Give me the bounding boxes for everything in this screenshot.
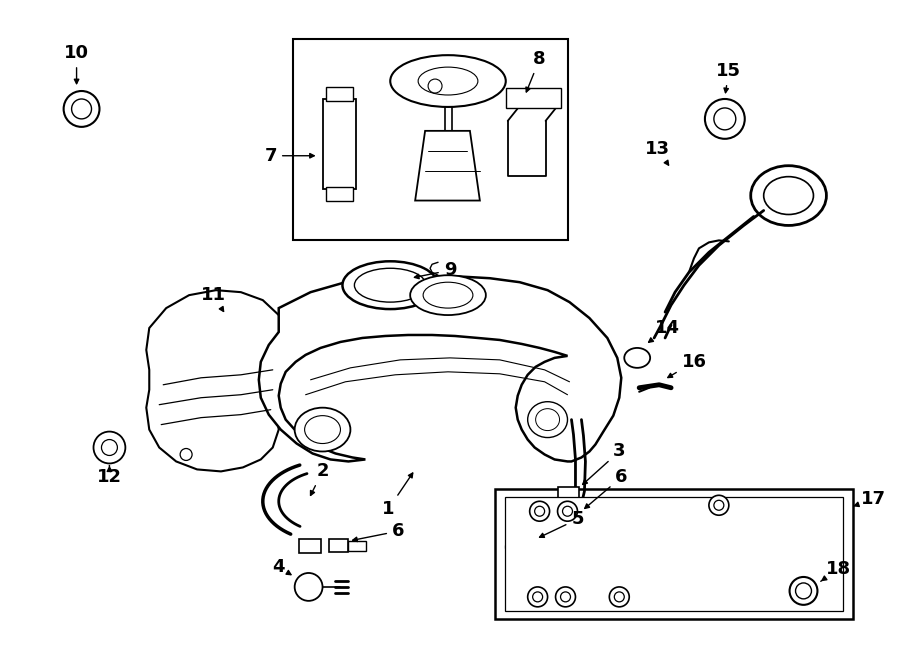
Bar [299,539,320,553]
Bar [557,487,580,501]
Bar [575,511,593,521]
Ellipse shape [72,99,92,119]
Text: 3: 3 [582,442,626,485]
Ellipse shape [609,587,629,607]
Ellipse shape [343,261,438,309]
Text: 16: 16 [668,353,706,377]
Bar [348,541,366,551]
Ellipse shape [527,587,547,607]
Polygon shape [259,276,621,461]
Text: 10: 10 [64,44,89,84]
Ellipse shape [751,166,826,225]
Text: 6: 6 [585,469,627,508]
Ellipse shape [555,587,575,607]
Bar [292,39,568,241]
Text: 7: 7 [265,147,314,165]
Bar [505,497,843,611]
Bar [557,509,578,522]
Text: 2: 2 [310,463,328,495]
Ellipse shape [94,432,125,463]
Bar [495,489,853,619]
Bar [328,539,348,552]
Text: 6: 6 [353,522,404,541]
Text: 9: 9 [414,261,456,279]
Ellipse shape [304,416,340,444]
Ellipse shape [506,533,534,561]
Text: 1: 1 [382,473,413,518]
Ellipse shape [180,449,192,461]
Ellipse shape [714,500,724,510]
Ellipse shape [294,573,322,601]
Ellipse shape [418,67,478,95]
Ellipse shape [536,408,560,430]
Ellipse shape [428,79,442,93]
Text: 4: 4 [273,558,291,576]
Ellipse shape [562,506,572,516]
Polygon shape [147,290,285,471]
Text: 13: 13 [644,139,670,165]
Ellipse shape [557,501,578,521]
Ellipse shape [535,506,544,516]
Ellipse shape [709,495,729,515]
Polygon shape [415,131,480,200]
Ellipse shape [391,55,506,107]
Bar [326,87,354,101]
Text: 11: 11 [201,286,226,311]
Text: 5: 5 [540,510,584,537]
Ellipse shape [527,402,568,438]
Ellipse shape [615,592,625,602]
Ellipse shape [355,268,426,302]
Ellipse shape [764,176,814,214]
Ellipse shape [530,501,550,521]
Ellipse shape [423,282,473,308]
Ellipse shape [533,592,543,602]
Text: 8: 8 [526,50,546,92]
Bar [322,99,356,188]
Ellipse shape [796,583,812,599]
Ellipse shape [705,99,745,139]
Text: 17: 17 [854,490,886,508]
Ellipse shape [410,275,486,315]
Text: 15: 15 [716,62,742,93]
Ellipse shape [294,408,350,451]
Ellipse shape [102,440,117,455]
Ellipse shape [64,91,100,127]
Ellipse shape [789,577,817,605]
Text: 14: 14 [649,319,680,342]
Ellipse shape [625,348,650,368]
Bar [326,186,354,200]
Ellipse shape [561,592,571,602]
Text: 18: 18 [821,560,850,581]
Bar [506,88,561,108]
Text: 12: 12 [97,465,122,486]
Ellipse shape [714,108,736,130]
